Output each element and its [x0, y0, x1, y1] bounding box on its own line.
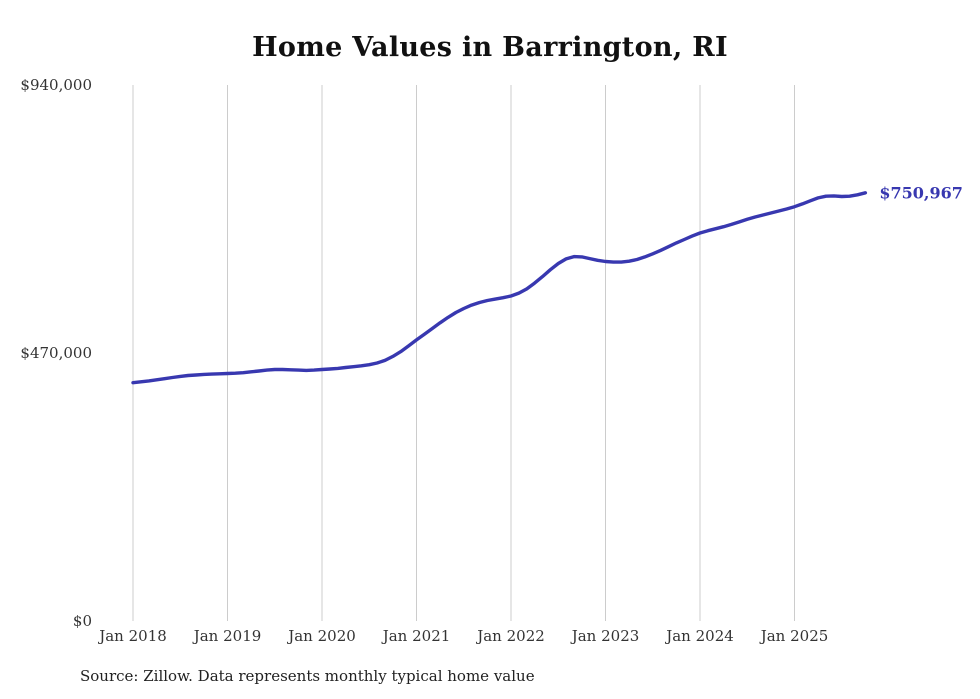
- value-line: [131, 191, 868, 385]
- y-tick-1: $470,000: [20, 344, 92, 362]
- y-tick-0: $0: [72, 612, 92, 630]
- x-tick-2: Jan 2020: [288, 627, 356, 645]
- x-tick-6: Jan 2024: [666, 627, 734, 645]
- x-tick-7: Jan 2025: [760, 627, 829, 645]
- x-tick-1: Jan 2019: [193, 627, 262, 645]
- x-tick-3: Jan 2021: [382, 627, 451, 645]
- x-tick-0: Jan 2018: [99, 627, 167, 645]
- chart-title: Home Values in Barrington, RI: [252, 32, 728, 63]
- end-value-label: $750,967: [879, 183, 963, 203]
- x-tick-4: Jan 2022: [477, 627, 545, 645]
- source-note: Source: Zillow. Data represents monthly …: [80, 667, 535, 685]
- x-tick-5: Jan 2023: [571, 627, 640, 645]
- y-tick-2: $940,000: [20, 76, 92, 94]
